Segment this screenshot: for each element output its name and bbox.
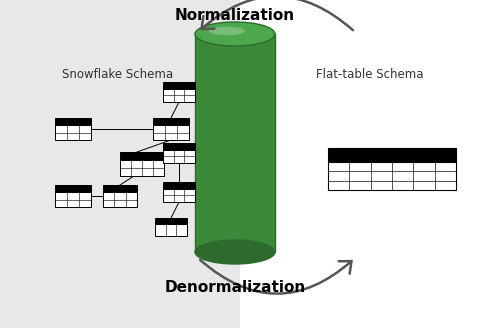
Bar [240,0,480,328]
Text: Flat-table Schema: Flat-table Schema [315,68,422,81]
Bar [155,224,187,236]
Bar [163,143,194,150]
Bar [120,152,164,160]
Ellipse shape [194,240,275,264]
Bar [194,34,275,252]
Bar [120,160,164,176]
Bar [103,192,137,207]
Bar [163,182,194,189]
Bar [155,218,187,224]
Bar [327,148,455,162]
Bar [55,125,91,140]
Bar [163,150,194,163]
Bar [55,192,91,207]
Ellipse shape [194,22,275,46]
FancyArrowPatch shape [201,0,352,30]
FancyArrowPatch shape [200,260,351,294]
Bar [163,82,194,89]
Ellipse shape [209,27,244,35]
Bar [55,185,91,192]
Bar [153,125,189,140]
Text: Denormalization: Denormalization [164,280,305,295]
Text: Snowflake Schema: Snowflake Schema [62,68,173,81]
Bar [327,162,455,190]
Bar [55,118,91,125]
Text: Normalization: Normalization [175,8,294,23]
Bar [103,185,137,192]
Bar [153,118,189,125]
Bar [163,189,194,202]
Bar [163,89,194,102]
